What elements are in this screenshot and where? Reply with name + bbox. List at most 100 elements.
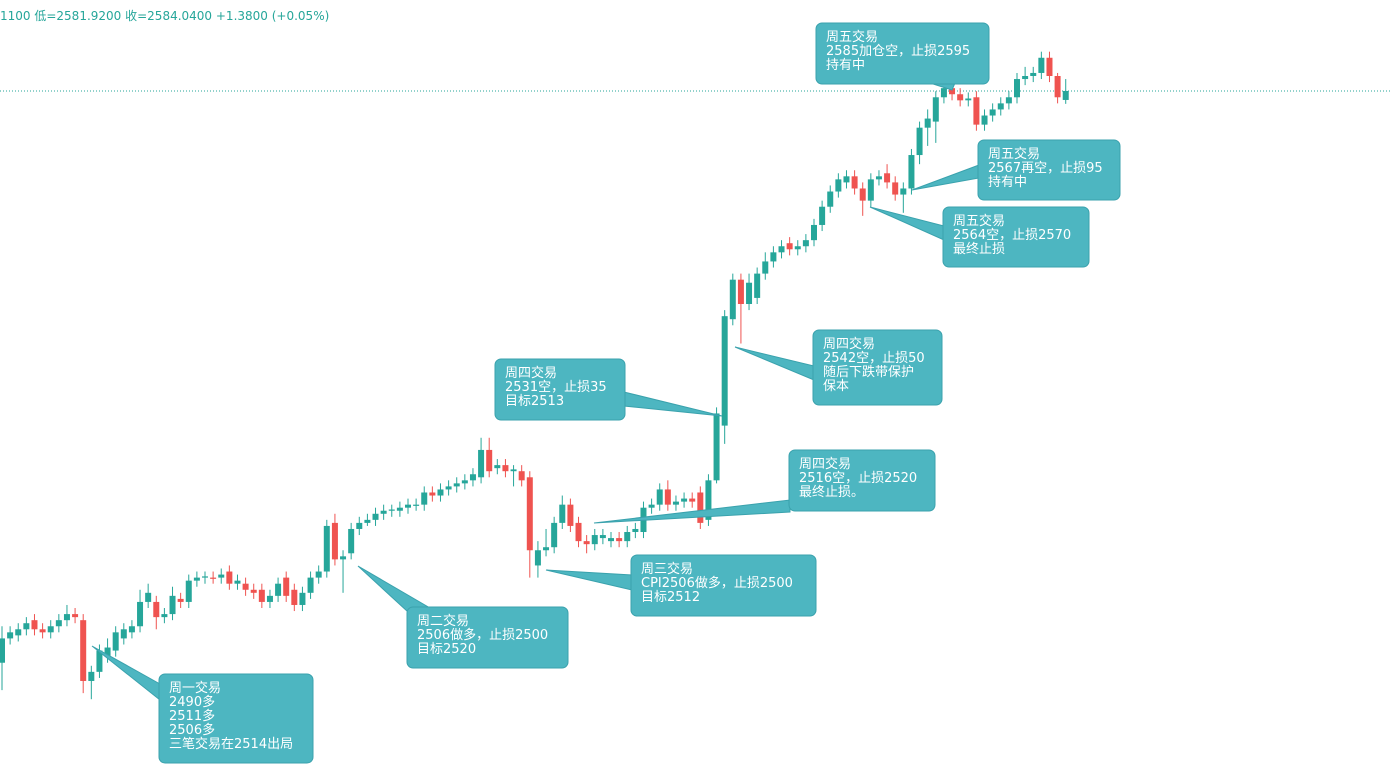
- candle-body: [1046, 57, 1053, 77]
- candle-body: [940, 88, 947, 98]
- candle-body: [137, 601, 144, 627]
- callout-text: 周五交易: [988, 146, 1040, 162]
- candle-body: [681, 498, 688, 502]
- candle-body: [112, 632, 119, 651]
- candle-body: [80, 620, 87, 681]
- candle-body: [859, 188, 866, 201]
- callout-text: 2531空，止损35: [505, 380, 607, 395]
- callout-text: 2542空，止损50: [823, 351, 925, 366]
- candle-body: [210, 577, 217, 579]
- callout-box: [942, 206, 1090, 268]
- candle-body: [315, 571, 322, 578]
- candle-body: [875, 176, 882, 180]
- callout-text: 2490多: [169, 694, 215, 710]
- candle-body: [957, 94, 964, 101]
- callout-text: 2567再空，止损95: [988, 161, 1103, 176]
- candle-body: [819, 206, 826, 225]
- candle-body: [559, 504, 566, 523]
- candle-body: [932, 97, 939, 122]
- callout-text: 2516空，止损2520: [799, 471, 917, 486]
- candle-body: [331, 522, 338, 560]
- callout-text: 2585加仓空，止损2595: [826, 44, 970, 59]
- candle-body: [356, 522, 363, 529]
- candle-body: [949, 88, 956, 95]
- candle-body: [23, 623, 30, 630]
- candle-body: [242, 583, 249, 590]
- callout-pointer: [911, 164, 980, 191]
- candle-body: [1022, 76, 1029, 80]
- callout-pointer: [869, 206, 945, 241]
- candle-body: [656, 489, 663, 505]
- candle-body: [413, 504, 420, 506]
- callout-text: 三笔交易在2514出局: [169, 736, 293, 752]
- candle-body: [502, 465, 509, 472]
- candle-body: [721, 316, 728, 426]
- candle-body: [884, 173, 891, 183]
- candle-body: [55, 620, 62, 627]
- candle-body: [867, 179, 874, 201]
- candle-body: [275, 583, 282, 596]
- callout-box: [812, 329, 943, 406]
- candle-body: [648, 504, 655, 508]
- candle-body: [478, 449, 485, 478]
- candle-body: [778, 246, 785, 253]
- candle-body: [965, 98, 972, 101]
- candle-body: [323, 525, 330, 572]
- candle-body: [72, 614, 79, 618]
- candle-body: [616, 538, 623, 542]
- candle-body: [729, 279, 736, 320]
- candle-body: [973, 97, 980, 125]
- callout-text: 目标2512: [641, 590, 700, 605]
- candle-body: [380, 510, 387, 514]
- candle-body: [63, 614, 70, 621]
- callout-text: 周一交易: [169, 680, 221, 696]
- candle-body: [551, 522, 558, 548]
- candle-body: [153, 601, 160, 618]
- callout-text: 2564空，止损2570: [953, 228, 1071, 243]
- candle-body: [835, 179, 842, 192]
- candle-body: [624, 532, 631, 542]
- callout-box: [158, 673, 314, 764]
- callout-pointer: [545, 569, 633, 591]
- candle-body: [47, 626, 54, 633]
- callout-box: [406, 606, 569, 669]
- candle-body: [258, 589, 265, 602]
- candle-body: [104, 647, 111, 657]
- candle-body: [543, 547, 550, 551]
- candle-body: [120, 629, 127, 639]
- candle-body: [697, 492, 704, 523]
- callout-text: 最终止损。: [799, 484, 864, 500]
- candle-body: [737, 279, 744, 305]
- candle-body: [575, 522, 582, 542]
- candle-body: [88, 671, 95, 681]
- callout-box: [630, 554, 817, 617]
- candle-body: [469, 474, 476, 481]
- candle-body: [916, 127, 923, 156]
- candle-body: [762, 261, 769, 274]
- callout-text: 周三交易: [641, 561, 693, 577]
- callout-text: 最终止损: [953, 241, 1005, 257]
- callout-text: 保本: [823, 379, 849, 394]
- candle-body: [185, 580, 192, 602]
- candle-body: [128, 626, 135, 633]
- candle-body: [583, 541, 590, 545]
- candle-body: [486, 449, 493, 472]
- candle-body: [811, 224, 817, 241]
- candle-body: [291, 589, 298, 605]
- callout-text: 持有中: [988, 175, 1027, 190]
- callout-box: [788, 449, 936, 512]
- candle-body: [429, 492, 436, 496]
- callout-pointer: [357, 565, 432, 613]
- candle-body: [421, 492, 428, 505]
- candle-body: [997, 103, 1004, 110]
- candle-body: [396, 507, 403, 511]
- callout-text: 2511多: [169, 708, 215, 724]
- candle-body: [510, 469, 517, 472]
- candle-body: [0, 638, 5, 663]
